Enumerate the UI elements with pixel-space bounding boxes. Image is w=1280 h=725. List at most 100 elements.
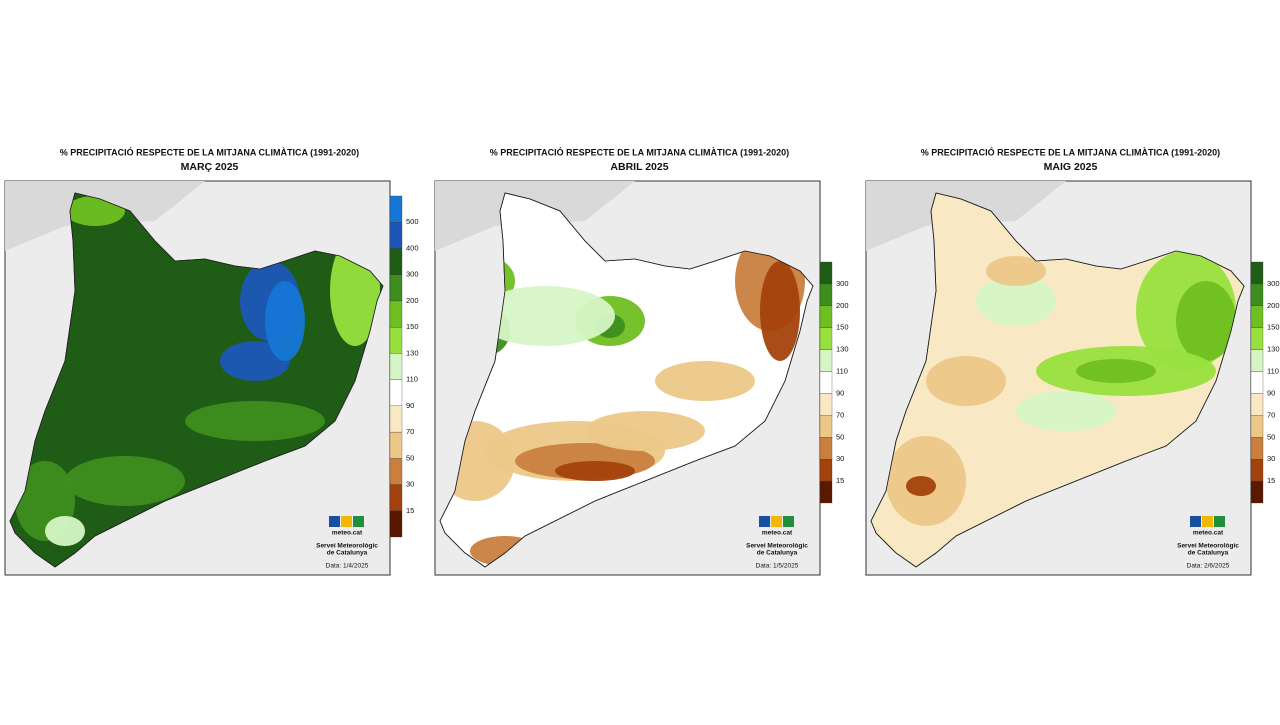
legend-label: 30 <box>836 454 844 463</box>
legend-label: 70 <box>1267 410 1275 419</box>
logo-square <box>341 516 352 527</box>
legend-label: 200 <box>406 296 419 305</box>
precip-area <box>265 281 305 361</box>
legend-label: 150 <box>406 322 419 331</box>
legend-swatch <box>819 415 833 438</box>
precip-area <box>986 256 1046 286</box>
map-subtitle: MARÇ 2025 <box>181 161 239 173</box>
legend-label: 90 <box>406 401 414 410</box>
legend-label: 400 <box>406 243 419 252</box>
map-title: % PRECIPITACIÓ RESPECTE DE LA MITJANA CL… <box>921 146 1220 157</box>
legend-swatch <box>389 431 403 459</box>
legend-label: 300 <box>406 270 419 279</box>
logo-square <box>1214 516 1225 527</box>
map-subtitle: ABRIL 2025 <box>610 161 668 173</box>
map-panel: % PRECIPITACIÓ RESPECTE DE LA MITJANA CL… <box>434 146 849 576</box>
legend-swatch <box>1250 371 1264 394</box>
legend-swatch <box>1250 327 1264 350</box>
precip-area <box>760 261 800 361</box>
legend-label: 70 <box>406 427 414 436</box>
logo-text: meteo.cat <box>332 530 363 537</box>
logo-text: meteo.cat <box>1193 530 1224 537</box>
legend-swatch <box>819 480 833 504</box>
legend-swatch <box>389 510 403 538</box>
legend-swatch <box>1250 283 1264 306</box>
precip-area <box>926 356 1006 406</box>
legend-swatch <box>819 371 833 394</box>
logo-text: meteo.cat <box>762 530 793 537</box>
legend-swatch <box>1250 415 1264 438</box>
legend-swatch <box>389 327 403 354</box>
precip-area <box>1076 359 1156 383</box>
org-name: de Catalunya <box>757 550 798 557</box>
logo-square <box>1190 516 1201 527</box>
logo-square <box>1202 516 1213 527</box>
map-title: % PRECIPITACIÓ RESPECTE DE LA MITJANA CL… <box>60 146 359 157</box>
precip-area <box>585 411 705 451</box>
legend-swatch <box>819 305 833 328</box>
legend-swatch <box>389 300 403 328</box>
legend-label: 30 <box>406 480 414 489</box>
legend-label: 90 <box>836 388 844 397</box>
legend-swatch <box>389 379 403 406</box>
legend-swatch <box>1250 480 1264 504</box>
org-name: de Catalunya <box>1188 550 1229 557</box>
org-name: Servei Meteorològic <box>316 543 378 550</box>
region-border <box>439 192 814 568</box>
legend-label: 15 <box>836 476 844 485</box>
org-name: Servei Meteorològic <box>746 543 808 550</box>
map <box>9 192 384 568</box>
legend-swatch <box>389 405 403 433</box>
legend-swatch <box>389 353 403 380</box>
precip-area <box>906 476 936 496</box>
legend-label: 50 <box>1267 432 1275 441</box>
logo-square <box>353 516 364 527</box>
legend-label: 150 <box>1267 323 1280 332</box>
legend-label: 300 <box>836 279 849 288</box>
legend-label: 200 <box>1267 301 1280 310</box>
map-panel: % PRECIPITACIÓ RESPECTE DE LA MITJANA CL… <box>865 146 1280 576</box>
legend-label: 500 <box>406 217 419 226</box>
date: Data: 1/4/2025 <box>326 563 369 570</box>
legend-swatch <box>1250 459 1264 482</box>
map <box>870 192 1245 568</box>
legend-label: 110 <box>836 367 848 376</box>
legend-label: 130 <box>406 348 419 357</box>
precip-area <box>555 461 635 481</box>
date: Data: 1/5/2025 <box>756 563 799 570</box>
map-subtitle: MAIG 2025 <box>1044 161 1098 173</box>
legend-swatch <box>819 261 833 285</box>
legend-swatch <box>389 195 403 223</box>
map-title: % PRECIPITACIÓ RESPECTE DE LA MITJANA CL… <box>490 146 789 157</box>
legend-label: 200 <box>836 301 849 310</box>
legend-swatch <box>389 248 403 275</box>
legend-label: 15 <box>406 506 414 515</box>
precip-area <box>655 361 755 401</box>
legend-swatch <box>389 274 403 302</box>
org-name: de Catalunya <box>327 550 368 557</box>
legend-swatch <box>1250 393 1264 416</box>
legend-label: 30 <box>1267 454 1275 463</box>
legend-label: 90 <box>1267 388 1275 397</box>
logo-square <box>783 516 794 527</box>
legend-swatch <box>1250 437 1264 460</box>
legend-swatch <box>1250 349 1264 372</box>
legend-swatch <box>819 459 833 482</box>
legend-swatch <box>819 349 833 372</box>
legend-swatch <box>389 458 403 485</box>
legend-swatch <box>819 283 833 306</box>
map-panel: % PRECIPITACIÓ RESPECTE DE LA MITJANA CL… <box>4 146 419 576</box>
region-border <box>870 192 1245 568</box>
legend-label: 50 <box>406 453 414 462</box>
legend-label: 70 <box>836 410 844 419</box>
legend-label: 130 <box>836 345 849 354</box>
logo-square <box>329 516 340 527</box>
legend-swatch <box>389 222 403 249</box>
legend-label: 110 <box>1267 367 1279 376</box>
legend-swatch <box>819 437 833 460</box>
precip-area <box>1176 281 1236 361</box>
legend-swatch <box>389 484 403 511</box>
legend-label: 130 <box>1267 345 1280 354</box>
legend-label: 150 <box>836 323 849 332</box>
